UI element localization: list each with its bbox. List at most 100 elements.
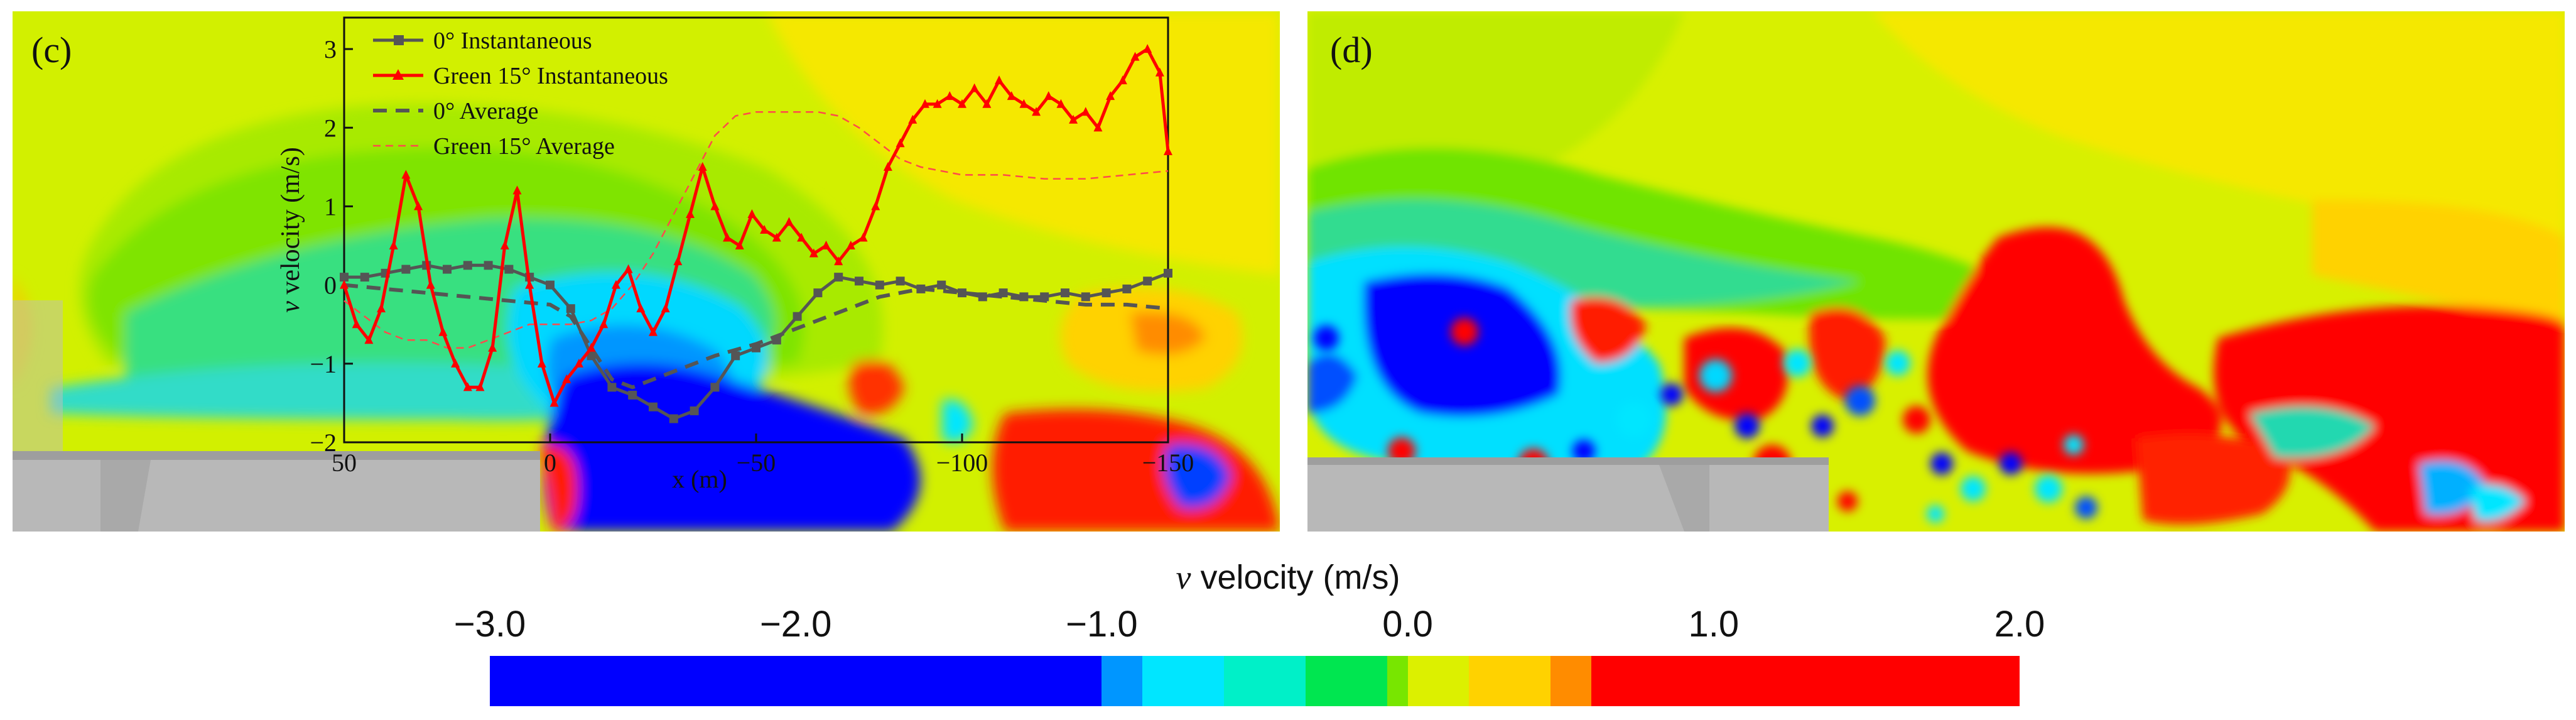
x-tick-label: 0 [544, 449, 556, 477]
colorbar-tick-label: 1.0 [1688, 604, 1740, 645]
series-point [1101, 288, 1111, 298]
colorbar-band [1306, 656, 1388, 706]
series-point [377, 303, 386, 313]
series-point [364, 335, 374, 344]
series-point [784, 217, 794, 226]
series-point [871, 201, 880, 210]
series-point [813, 288, 823, 298]
colorbar-tick-label: 0.0 [1382, 604, 1433, 645]
series-point [1155, 67, 1164, 77]
colorbar-band [1591, 656, 2020, 706]
series-point [916, 284, 926, 293]
series-point [484, 261, 493, 270]
series-point [920, 99, 929, 108]
series-point [710, 383, 720, 392]
legend-label-3: Green 15° Average [433, 133, 615, 160]
series-point [352, 319, 361, 329]
series-point [1032, 107, 1041, 116]
series-point [1007, 91, 1016, 101]
series-point [846, 241, 855, 250]
series-point [1019, 292, 1029, 302]
colorbar-band [1468, 656, 1550, 706]
series-point [587, 342, 596, 352]
series-point [624, 264, 633, 273]
y-tick-label: 2 [324, 114, 337, 142]
series-point [772, 232, 781, 242]
series-point [426, 280, 435, 289]
y-tick-label: 0 [324, 271, 337, 300]
series-point [360, 273, 369, 282]
x-tick-label: −150 [1142, 449, 1194, 477]
series-point [463, 261, 472, 270]
series-point [525, 280, 534, 289]
series-point [945, 91, 955, 101]
panel-label-d: (d) [1330, 30, 1373, 70]
series-point [451, 358, 460, 368]
x-axis-label: x (m) [672, 465, 727, 493]
y-tick-label: −1 [310, 350, 337, 378]
series-point [512, 185, 522, 195]
series-point [982, 99, 992, 108]
colorbar-band [490, 656, 1102, 706]
series-point [1056, 99, 1066, 108]
colorbar-tick-label: −1.0 [1066, 604, 1138, 645]
line-chart-inset: 50 0 −50 −100 −150 −2 −1 0 1 2 3 x (m) v velocity (m… [276, 16, 1194, 493]
series-point [340, 280, 349, 289]
series-point [587, 351, 596, 361]
contour-field-c [13, 11, 1280, 532]
colorbar-band [1101, 656, 1143, 706]
y-tick-label: −2 [310, 428, 337, 457]
y-axis-label-text: velocity (m/s) [276, 147, 305, 301]
series-point [710, 201, 720, 210]
series-point [463, 382, 472, 391]
y-axis-label: v velocity (m/s) [276, 147, 305, 313]
colorbar-band [1550, 656, 1591, 706]
series-point [735, 241, 744, 250]
series-point [1118, 75, 1127, 85]
series-point [537, 358, 546, 368]
series-point [504, 265, 514, 274]
y-tick-label: 3 [324, 35, 337, 63]
panel-label-c: (c) [31, 30, 72, 70]
series-point [500, 241, 509, 250]
series-point [1019, 99, 1029, 108]
series-point [549, 398, 559, 407]
series-point [546, 280, 555, 290]
panel-d: (d) [1307, 11, 2565, 532]
series-point [488, 342, 497, 352]
series-point [896, 138, 905, 148]
series-point [821, 241, 831, 250]
series-point [1143, 44, 1152, 53]
series-line-2 [344, 283, 1169, 390]
series-point [628, 390, 637, 400]
series-point [875, 280, 884, 290]
series-point [978, 292, 987, 302]
legend-marker [394, 35, 404, 45]
x-tick-label: −50 [737, 449, 776, 477]
series-point [970, 83, 979, 92]
series-point [1122, 284, 1132, 293]
series-point [649, 327, 658, 336]
series-point [1164, 146, 1172, 155]
legend-label-2: 0° Average [433, 98, 538, 124]
series-point [998, 288, 1008, 298]
series-point [958, 288, 966, 298]
series-point [1164, 268, 1172, 278]
series-point [340, 273, 349, 282]
series-point [661, 303, 670, 313]
colorbar-title-text: velocity (m/s) [1191, 559, 1400, 596]
y-axis-label-variable: v [276, 301, 305, 313]
series-point [389, 241, 398, 250]
y-tick-label: 1 [324, 192, 337, 221]
colorbar [490, 656, 2020, 706]
series-point [855, 276, 863, 286]
series-point [1093, 123, 1103, 132]
series-point [752, 343, 760, 352]
series-point [793, 312, 802, 321]
series-point [908, 114, 917, 124]
series-point [1130, 52, 1140, 61]
colorbar-title-variable: v [1176, 559, 1191, 596]
series-point [414, 201, 423, 210]
series-point [723, 232, 732, 242]
series-point [1081, 107, 1090, 116]
